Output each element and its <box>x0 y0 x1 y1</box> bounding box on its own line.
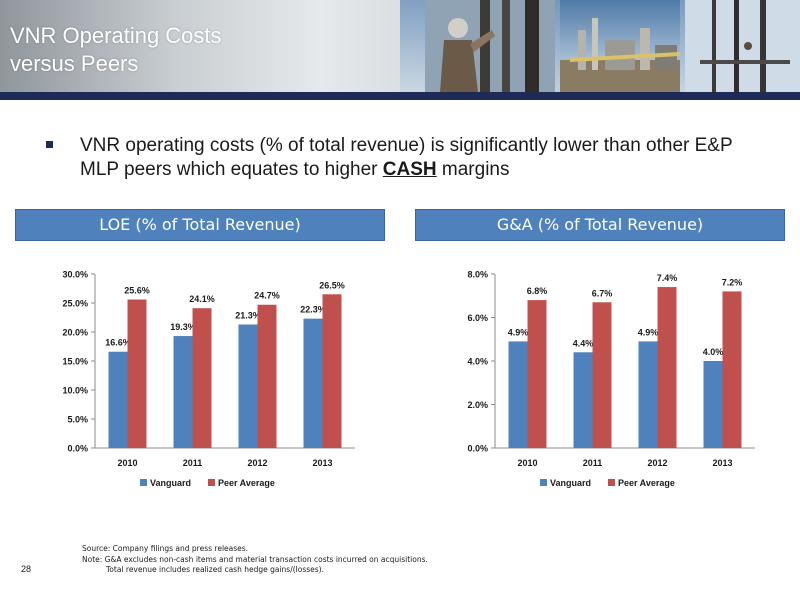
ga-legend-swatch <box>608 479 615 486</box>
loe-bar-vanguard <box>238 324 258 448</box>
loe-data-label: 21.3% <box>235 310 261 320</box>
header-photo-strip <box>400 0 800 92</box>
loe-bar-peer-average <box>257 304 277 448</box>
bullet-emphasis-cash: CASH <box>382 159 437 180</box>
slide-title-line1: VNR Operating Costs <box>10 23 222 48</box>
loe-x-tick-label: 2011 <box>183 458 203 468</box>
slide-header: VNR Operating Costs versus Peers <box>0 0 800 92</box>
loe-data-label: 19.3% <box>170 322 196 332</box>
loe-data-label: 24.7% <box>254 291 280 301</box>
loe-chart-title: LOE (% of Total Revenue) <box>15 209 385 241</box>
ga-y-tick-label: 0.0% <box>467 444 488 454</box>
ga-bar-vanguard <box>638 341 658 448</box>
ga-legend-label: Peer Average <box>618 478 675 488</box>
loe-x-tick-label: 2012 <box>247 458 267 468</box>
footnotes: Source: Company filings and press releas… <box>82 544 428 576</box>
loe-bar-peer-average <box>127 299 147 448</box>
loe-legend-label: Peer Average <box>218 478 275 488</box>
loe-x-tick-label: 2013 <box>312 458 332 468</box>
derrick-image <box>685 0 800 92</box>
loe-bar-chart: 0.0% 5.0% 10.0% 15.0% 20.0% 25.0% 30.0% 2010 16.… <box>62 270 355 488</box>
ga-chart-title: G&A (% of Total Revenue) <box>415 209 785 241</box>
loe-legend-label: Vanguard <box>150 478 191 488</box>
bullet-text-main: VNR operating costs (% of total revenue)… <box>80 135 733 180</box>
loe-bar-vanguard <box>108 351 128 448</box>
rig-worker-image <box>425 0 555 92</box>
ga-bar-peer-average <box>592 302 612 448</box>
loe-y-tick-label: 30.0% <box>62 270 88 280</box>
loe-y-tick-label: 20.0% <box>62 328 88 338</box>
loe-y-tick-label: 10.0% <box>62 386 88 396</box>
loe-data-label: 24.1% <box>189 294 215 304</box>
ga-y-tick-label: 2.0% <box>467 400 488 410</box>
footnote-source: Source: Company filings and press releas… <box>82 544 249 553</box>
loe-bar-vanguard <box>173 336 193 448</box>
ga-x-tick-label: 2013 <box>712 458 732 468</box>
ga-data-label: 6.7% <box>592 288 613 298</box>
loe-bar-peer-average <box>192 308 212 448</box>
ga-x-tick-label: 2012 <box>647 458 667 468</box>
loe-y-tick-label: 25.0% <box>62 299 88 309</box>
ga-data-label: 6.8% <box>527 286 548 296</box>
ga-data-label: 4.9% <box>508 327 529 337</box>
ga-y-tick-label: 8.0% <box>467 270 488 280</box>
ga-y-tick-label: 4.0% <box>467 357 488 367</box>
footnote-note: Note: G&A excludes non-cash items and ma… <box>82 554 428 564</box>
loe-bar-peer-average <box>322 294 342 448</box>
ga-x-tick-label: 2010 <box>517 458 537 468</box>
loe-y-tick-label: 15.0% <box>62 357 88 367</box>
ga-bar-vanguard <box>508 341 528 448</box>
ga-bar-vanguard <box>703 361 723 448</box>
loe-data-label: 26.5% <box>319 280 345 290</box>
footnote-note-continued: Total revenue includes realized cash hed… <box>106 565 324 574</box>
refinery-image <box>560 0 680 92</box>
slide-title-line2: versus Peers <box>10 51 139 76</box>
ga-data-label: 4.9% <box>638 327 659 337</box>
page-number: 28 <box>21 564 32 574</box>
loe-y-tick-label: 0.0% <box>67 444 88 454</box>
bullet-text: VNR operating costs (% of total revenue)… <box>80 134 770 182</box>
loe-data-label: 22.3% <box>300 305 326 315</box>
square-bullet-icon <box>46 141 53 148</box>
ga-data-label: 7.4% <box>657 273 678 283</box>
bullet-text-tail: margins <box>436 159 510 180</box>
slide-title: VNR Operating Costs versus Peers <box>10 22 222 78</box>
loe-legend-swatch <box>208 479 215 486</box>
ga-x-tick-label: 2011 <box>583 458 603 468</box>
ga-bar-peer-average <box>657 287 677 448</box>
loe-legend-swatch <box>140 479 147 486</box>
ga-data-label: 4.0% <box>703 347 724 357</box>
ga-y-tick-label: 6.0% <box>467 313 488 323</box>
loe-bar-vanguard <box>303 318 323 448</box>
ga-legend-label: Vanguard <box>550 478 591 488</box>
loe-data-label: 25.6% <box>124 286 150 296</box>
ga-data-label: 7.2% <box>722 277 743 287</box>
ga-legend-swatch <box>540 479 547 486</box>
ga-bar-vanguard <box>573 352 593 448</box>
ga-bar-peer-average <box>527 300 547 448</box>
loe-data-label: 16.6% <box>105 338 131 348</box>
ga-bar-peer-average <box>722 291 742 448</box>
header-divider-bar <box>0 92 800 100</box>
loe-y-tick-label: 5.0% <box>67 415 88 425</box>
loe-x-tick-label: 2010 <box>117 458 137 468</box>
ga-bar-chart: 0.0% 2.0% 4.0% 6.0% 8.0% 2010 4.9% 6.8% 2011 4.4%… <box>467 270 755 488</box>
ga-data-label: 4.4% <box>573 338 594 348</box>
